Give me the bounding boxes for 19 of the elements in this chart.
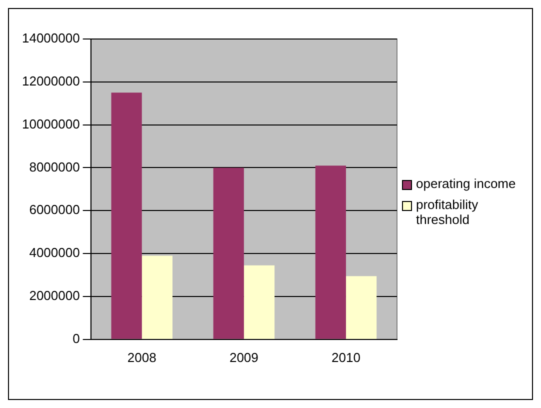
bar [111,92,142,339]
legend-label: profitability threshold [416,196,480,226]
bar [213,168,244,339]
bar [315,166,346,339]
y-tick-label: 8000000 [29,159,80,174]
bar [244,265,275,339]
legend-label: operating income [416,176,516,190]
y-tick-label: 2000000 [29,288,80,304]
y-tick-label: 6000000 [29,202,80,218]
y-tick-label: 12000000 [22,73,80,88]
x-tick-label: 2008 [127,350,156,365]
x-tick-label: 2010 [332,350,360,365]
bar [346,276,377,339]
y-tick-label: 10000000 [22,116,80,132]
bar [142,256,172,339]
y-tick-label: 0 [72,330,80,346]
y-tick-label: 4000000 [29,245,80,260]
y-tick-label: 14000000 [22,30,80,46]
x-tick-label: 2009 [229,350,258,365]
